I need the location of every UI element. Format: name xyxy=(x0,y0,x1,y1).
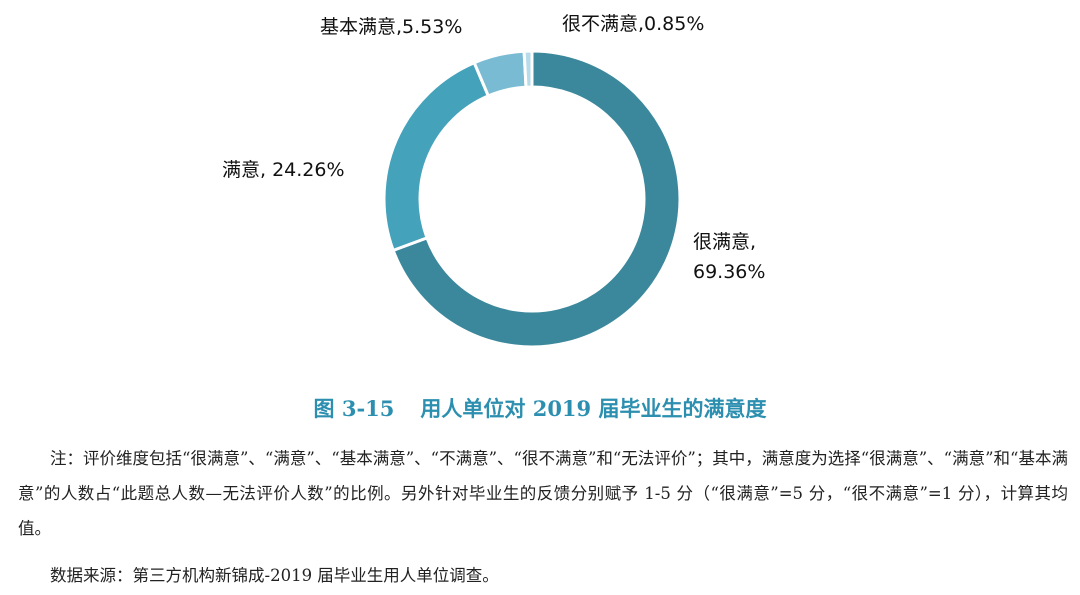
label-satisfied: 满意, 24.26% xyxy=(222,159,345,181)
figure-note: 注：评价维度包括“很满意”、“满意”、“基本满意”、“不满意”、“很不满意”和“… xyxy=(18,449,1068,538)
data-source: 数据来源：第三方机构新锦成-2019 届毕业生用人单位调查。 xyxy=(50,566,499,585)
slice-satisfied xyxy=(382,60,491,253)
slice-very-dissatisfied xyxy=(522,49,534,89)
slice-very-satisfied xyxy=(391,49,682,349)
figure-number: 图 3-15 xyxy=(313,396,395,421)
label-basically-satisfied: 基本满意,5.53% xyxy=(320,16,462,38)
label-very-satisfied: 很满意, xyxy=(693,231,756,253)
figure-title-text: 用人单位对 2019 届毕业生的满意度 xyxy=(420,396,767,421)
donut-chart: 很满意, 69.36% 满意, 24.26% 基本满意,5.53% 很不满意,0… xyxy=(222,13,765,349)
figure-title: 图 3-15 用人单位对 2019 届毕业生的满意度 xyxy=(0,393,1080,423)
label-very-dissatisfied: 很不满意,0.85% xyxy=(562,13,704,35)
value-very-satisfied: 69.36% xyxy=(693,261,765,283)
